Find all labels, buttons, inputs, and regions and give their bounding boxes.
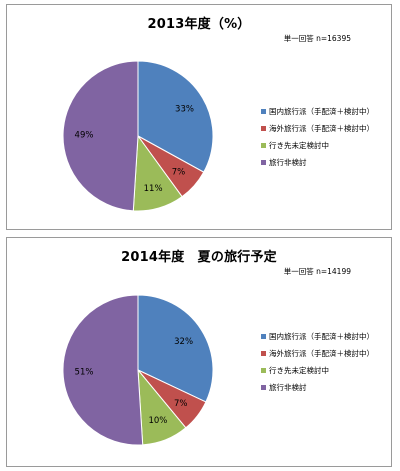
legend-label: 行き先未定検討中 (269, 366, 329, 375)
legend-swatch (261, 385, 266, 390)
chart-panel-2013: 2013年度（%） 単一回答 n=16395 33% 7% 11% 49% 国内旅行派… (6, 4, 392, 230)
legend-swatch (261, 160, 266, 165)
data-label: 7% (174, 399, 188, 409)
legend-label: 旅行非検討 (269, 383, 307, 392)
legend-swatch (261, 334, 266, 339)
chart-panel-2014: 2014年度 夏の旅行予定 単一回答 n=14199 32% 7% 10% 51% 国… (6, 237, 392, 467)
data-label: 11% (144, 184, 163, 194)
legend-item-undecided: 行き先未定検討中 (261, 137, 374, 154)
data-label: 10% (148, 416, 167, 426)
slice-domestic (137, 294, 214, 403)
legend-label: 旅行非検討 (269, 158, 307, 167)
chart-title: 2014年度 夏の旅行予定 (121, 250, 277, 265)
legend-item-no-travel: 旅行非検討 (261, 154, 374, 171)
legend-swatch (261, 351, 266, 356)
slice-no-travel (62, 294, 144, 446)
legend: 国内旅行派（手配済＋検討中） 海外旅行派（手配済＋検討中） 行き先未定検討中 旅… (261, 328, 374, 396)
legend-item-overseas: 海外旅行派（手配済＋検討中） (261, 345, 374, 362)
legend-label: 海外旅行派（手配済＋検討中） (269, 349, 374, 358)
legend-item-no-travel: 旅行非検討 (261, 379, 374, 396)
legend: 国内旅行派（手配済＋検討中） 海外旅行派（手配済＋検討中） 行き先未定検討中 旅… (261, 103, 374, 171)
data-label: 51% (75, 368, 94, 378)
legend-label: 国内旅行派（手配済＋検討中） (269, 332, 374, 341)
data-label: 33% (175, 105, 194, 115)
data-label: 32% (174, 337, 193, 347)
legend-label: 海外旅行派（手配済＋検討中） (269, 124, 374, 133)
legend-swatch (261, 143, 266, 148)
sample-size-note: 単一回答 n=14199 (283, 267, 351, 276)
legend-swatch (261, 368, 266, 373)
slice-domestic (137, 60, 214, 173)
legend-label: 行き先未定検討中 (269, 141, 329, 150)
legend-item-overseas: 海外旅行派（手配済＋検討中） (261, 120, 374, 137)
slice-no-travel (62, 60, 139, 212)
data-label: 7% (172, 168, 186, 178)
legend-item-domestic: 国内旅行派（手配済＋検討中） (261, 103, 374, 120)
legend-swatch (261, 109, 266, 114)
pie-chart-2014: 32% 7% 10% 51% (62, 294, 214, 446)
legend-item-domestic: 国内旅行派（手配済＋検討中） (261, 328, 374, 345)
legend-label: 国内旅行派（手配済＋検討中） (269, 107, 374, 116)
data-label: 49% (75, 130, 94, 140)
legend-item-undecided: 行き先未定検討中 (261, 362, 374, 379)
chart-title: 2013年度（%） (147, 17, 251, 32)
sample-size-note: 単一回答 n=16395 (283, 34, 351, 43)
legend-swatch (261, 126, 266, 131)
pie-chart-2013: 33% 7% 11% 49% (62, 60, 214, 212)
